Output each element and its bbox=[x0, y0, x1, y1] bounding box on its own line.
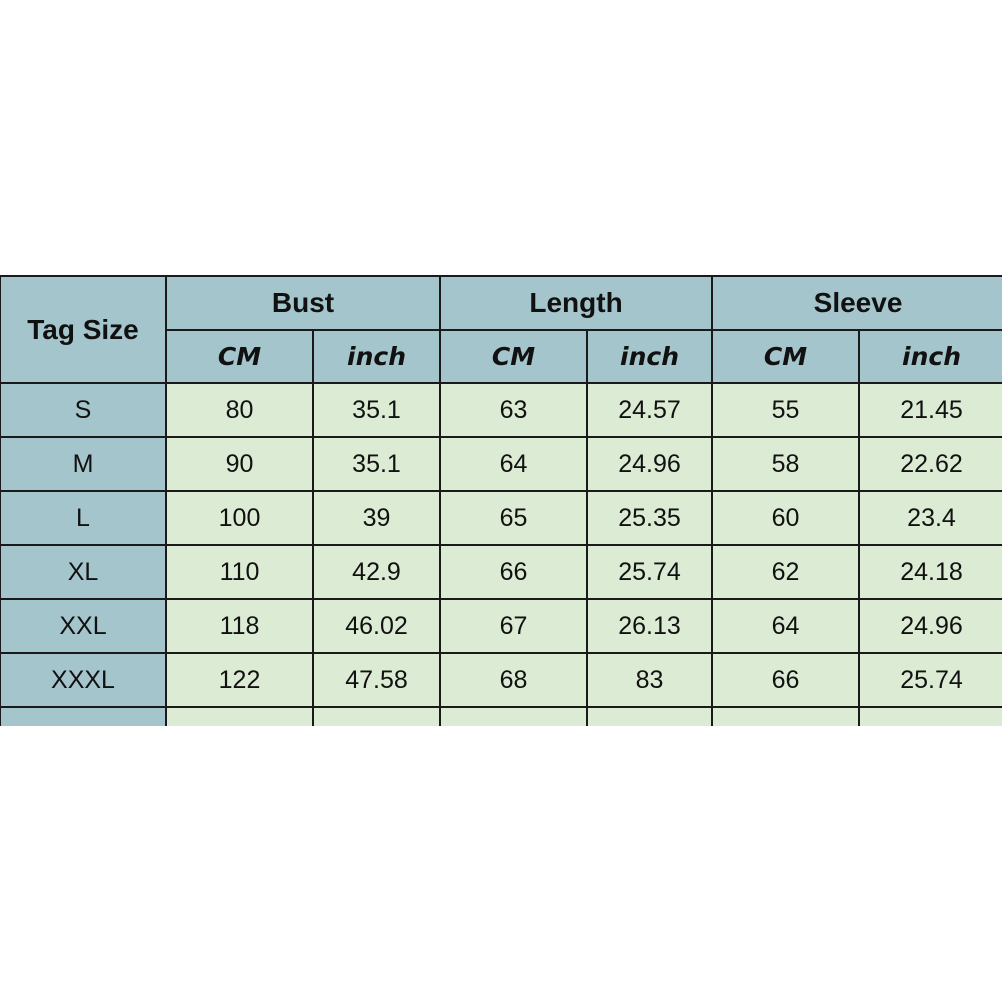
size-cell: M bbox=[0, 436, 167, 492]
value-cell: 63 bbox=[439, 382, 589, 438]
value-cell: 23.4 bbox=[858, 490, 1002, 546]
value-cell: 47.58 bbox=[311, 652, 442, 708]
value-cell: 66 bbox=[439, 544, 589, 600]
size-cell: XXXL bbox=[0, 652, 167, 708]
value-cell: 25.35 bbox=[586, 490, 714, 546]
value-cell: 55 bbox=[711, 382, 861, 438]
value-cell: 35.1 bbox=[311, 436, 442, 492]
value-cell: 64 bbox=[439, 436, 589, 492]
value-cell: 62 bbox=[711, 544, 861, 600]
value-cell: 118 bbox=[165, 598, 314, 654]
size-chart: Tag Size Bust Length Sleeve CM inch CM i… bbox=[0, 275, 1002, 726]
value-cell: 64 bbox=[711, 598, 861, 654]
table-row: XXL 118 46.02 67 26.13 64 24.96 bbox=[0, 598, 1002, 654]
value-cell bbox=[165, 706, 314, 726]
size-cell: XL bbox=[0, 544, 167, 600]
value-cell: 110 bbox=[165, 544, 314, 600]
value-cell: 122 bbox=[165, 652, 314, 708]
value-cell bbox=[439, 706, 589, 726]
table-row: XL 110 42.9 66 25.74 62 24.18 bbox=[0, 544, 1002, 600]
value-cell bbox=[311, 706, 442, 726]
bust-header: Bust bbox=[164, 275, 442, 331]
length-header: Length bbox=[439, 275, 714, 331]
value-cell: 65 bbox=[439, 490, 589, 546]
value-cell: 25.74 bbox=[858, 652, 1002, 708]
value-cell: 90 bbox=[165, 436, 314, 492]
value-cell: 39 bbox=[311, 490, 442, 546]
value-cell: 24.18 bbox=[858, 544, 1002, 600]
unit-header: inch bbox=[311, 329, 442, 384]
size-cell: L bbox=[0, 490, 167, 546]
value-cell: 66 bbox=[711, 652, 861, 708]
value-cell: 22.62 bbox=[858, 436, 1002, 492]
size-cell bbox=[0, 706, 167, 726]
value-cell: 24.96 bbox=[586, 436, 714, 492]
value-cell: 25.74 bbox=[586, 544, 714, 600]
value-cell: 67 bbox=[439, 598, 589, 654]
table-row: XXXL 122 47.58 68 83 66 25.74 bbox=[0, 652, 1002, 708]
value-cell: 24.57 bbox=[586, 382, 714, 438]
value-cell: 24.96 bbox=[858, 598, 1002, 654]
value-cell: 46.02 bbox=[311, 598, 442, 654]
table-row: M 90 35.1 64 24.96 58 22.62 bbox=[0, 436, 1002, 492]
unit-header: CM bbox=[439, 329, 589, 384]
unit-header: CM bbox=[165, 329, 314, 384]
value-cell bbox=[711, 706, 861, 726]
size-cell: XXL bbox=[0, 598, 167, 654]
tag-size-header: Tag Size bbox=[0, 275, 167, 384]
unit-header: inch bbox=[858, 329, 1002, 384]
value-cell: 35.1 bbox=[311, 382, 442, 438]
size-cell: S bbox=[0, 382, 167, 438]
size-chart-table: Tag Size Bust Length Sleeve CM inch CM i… bbox=[0, 275, 1002, 726]
table-row-cut-off bbox=[0, 706, 1002, 726]
value-cell: 42.9 bbox=[311, 544, 442, 600]
unit-header: CM bbox=[711, 329, 861, 384]
sleeve-header: Sleeve bbox=[711, 275, 1002, 331]
value-cell: 80 bbox=[165, 382, 314, 438]
value-cell: 60 bbox=[711, 490, 861, 546]
value-cell: 58 bbox=[711, 436, 861, 492]
value-cell: 26.13 bbox=[586, 598, 714, 654]
value-cell: 68 bbox=[439, 652, 589, 708]
value-cell: 100 bbox=[165, 490, 314, 546]
value-cell: 21.45 bbox=[858, 382, 1002, 438]
table-row: L 100 39 65 25.35 60 23.4 bbox=[0, 490, 1002, 546]
value-cell bbox=[858, 706, 1002, 726]
table-row: S 80 35.1 63 24.57 55 21.45 bbox=[0, 382, 1002, 438]
unit-header: inch bbox=[586, 329, 714, 384]
value-cell bbox=[586, 706, 714, 726]
value-cell: 83 bbox=[586, 652, 714, 708]
